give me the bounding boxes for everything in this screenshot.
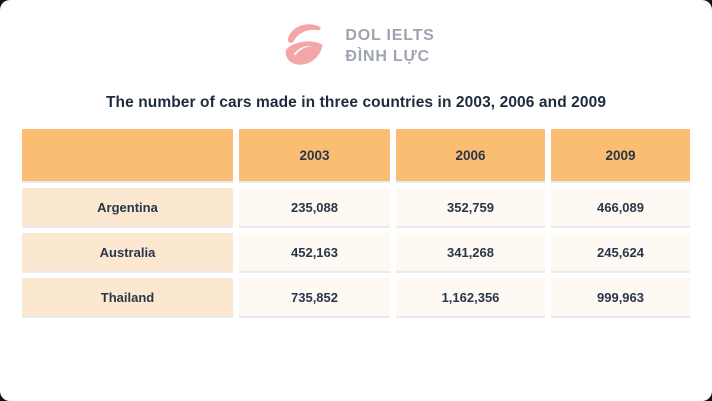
header-cell-2009: 2009 bbox=[551, 129, 690, 181]
cell-thailand-2006: 1,162,356 bbox=[396, 278, 545, 316]
brand-logo: DOL IELTS ĐÌNH LỰC bbox=[277, 19, 434, 73]
header-cell-empty bbox=[22, 129, 233, 181]
header-cell-2003: 2003 bbox=[239, 129, 390, 181]
cell-argentina-2009: 466,089 bbox=[551, 188, 690, 226]
cell-australia-2003: 452,163 bbox=[239, 233, 390, 271]
page-title: The number of cars made in three countri… bbox=[105, 94, 607, 111]
cell-thailand-2003: 735,852 bbox=[239, 278, 390, 316]
brand-line-1: DOL IELTS bbox=[345, 27, 435, 44]
header-cell-2006: 2006 bbox=[396, 129, 545, 181]
brand-line-2: ĐÌNH LỰC bbox=[345, 48, 430, 65]
cell-thailand-2009: 999,963 bbox=[551, 278, 690, 316]
cell-australia-2006: 341,268 bbox=[396, 233, 545, 271]
dol-d-swoosh-icon bbox=[286, 24, 323, 65]
brand-text: DOL IELTS ĐÌNH LỰC bbox=[345, 25, 434, 67]
row-label-australia: Australia bbox=[22, 233, 233, 271]
row-label-thailand: Thailand bbox=[22, 278, 233, 316]
cars-data-table: 2003 2006 2009 Argentina 235,088 352,759… bbox=[22, 129, 690, 316]
row-label-argentina: Argentina bbox=[22, 188, 233, 226]
cell-australia-2009: 245,624 bbox=[551, 233, 690, 271]
cell-argentina-2006: 352,759 bbox=[396, 188, 545, 226]
cell-argentina-2003: 235,088 bbox=[239, 188, 390, 226]
